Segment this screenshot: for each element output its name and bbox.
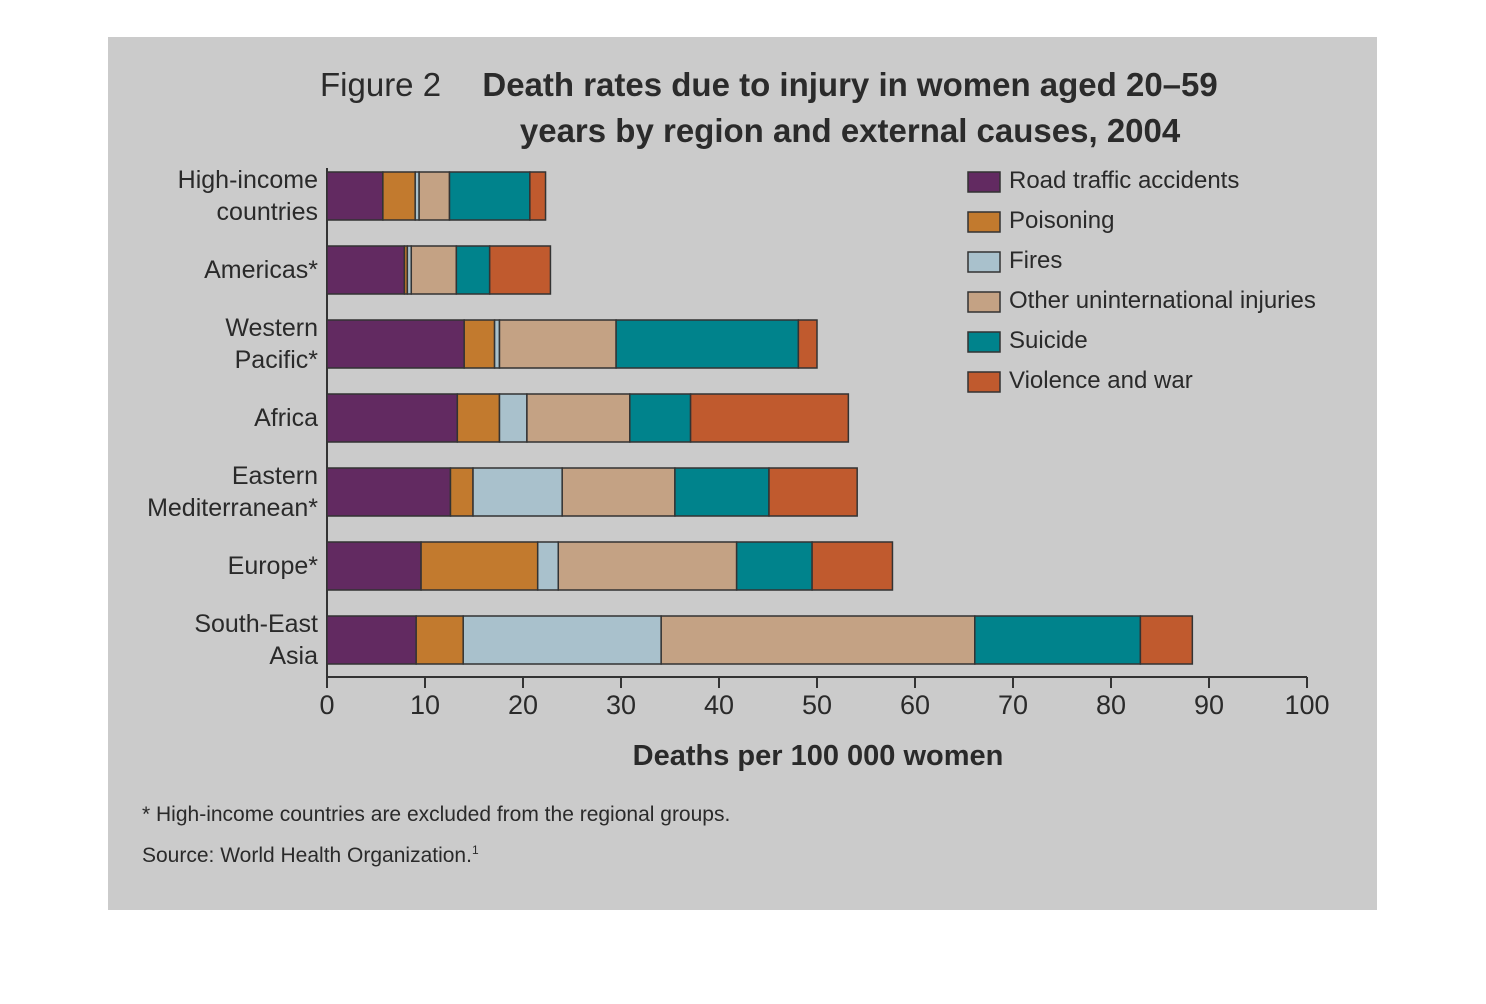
bar-segment [660,615,976,665]
bar-segment [974,615,1142,665]
note: * High-income countries are excluded fro… [142,803,731,826]
bar-segment [448,171,531,221]
x-tick-label: 80 [1095,690,1127,720]
y-tick-label: High-income countries [177,166,318,226]
source-text: Source: World Health Organization. [142,844,472,867]
legend-label: Other uninternational injuries [1009,287,1316,314]
bar-segment [811,541,894,591]
y-tick-label: Eastern Mediterranean* [147,462,318,522]
legend-swatch [967,211,1001,233]
legend-swatch [967,251,1001,273]
bar-segment [326,245,406,295]
bar-segment [488,245,552,295]
y-tick-label: Africa [254,404,318,432]
bar-segment [326,393,459,443]
bar-segment [674,467,770,517]
bar-segment [410,245,458,295]
y-tick-label: South-East Asia [194,610,318,670]
x-tick-label: 10 [409,690,441,720]
title-block: Figure 2 Death rates due to injury in wo… [320,62,1270,154]
bar-segment [463,319,496,369]
y-tick-label: Western Pacific* [225,314,318,374]
figure-label: Figure 2 [320,66,442,103]
bar-segment [557,541,738,591]
x-tick-label: 30 [605,690,637,720]
x-tick-label: 50 [801,690,833,720]
x-tick-label: 20 [507,690,539,720]
legend-label: Poisoning [1009,207,1115,234]
source-ref: 1 [471,843,479,857]
bar-segment [456,393,501,443]
legend-swatch [967,371,1001,393]
bar-segment [561,467,676,517]
bar-segment [449,467,474,517]
bar-segment [498,319,617,369]
y-tick-label: Europe* [227,552,318,580]
legend-swatch [967,171,1001,193]
bar-segment [472,467,563,517]
bar-segment [326,467,452,517]
legend-label: Suicide [1009,327,1088,354]
bar-segment [615,319,800,369]
bar-segment [326,541,422,591]
bar-segment [797,319,818,369]
bar-segment [689,393,850,443]
bar-segment [629,393,692,443]
bar-segment [462,615,662,665]
legend-swatch [967,331,1001,353]
bar-segment [382,171,416,221]
bar-segment [768,467,858,517]
y-tick-label: Americas* [204,256,318,284]
bar-segment [326,615,417,665]
bar-segment [415,615,464,665]
bar-segment [735,541,813,591]
x-tick-label: 40 [703,690,735,720]
legend-label: Road traffic accidents [1009,167,1240,194]
bar-segment [1139,615,1194,665]
bar-segment [498,393,528,443]
x-tick-label: 100 [1284,690,1330,720]
legend-swatch [967,291,1001,313]
bar-segment [420,541,539,591]
x-tick-label: 60 [899,690,931,720]
x-tick-label: 0 [319,690,335,720]
bar-segment [326,171,384,221]
bar-segment [418,171,451,221]
source: Source: World Health Organization.1 [142,843,479,868]
x-tick-label: 90 [1193,690,1225,720]
legend-label: Fires [1009,247,1063,274]
chart-title: Death rates due to injury in women aged … [482,66,1218,149]
bar-segment [526,393,631,443]
bar-segment [326,319,465,369]
bar-segment [536,541,560,591]
legend-label: Violence and war [1009,367,1193,394]
bar-segment [529,171,547,221]
bar-segment [455,245,491,295]
x-axis-label: Deaths per 100 000 women [632,740,1004,772]
x-tick-label: 70 [997,690,1029,720]
